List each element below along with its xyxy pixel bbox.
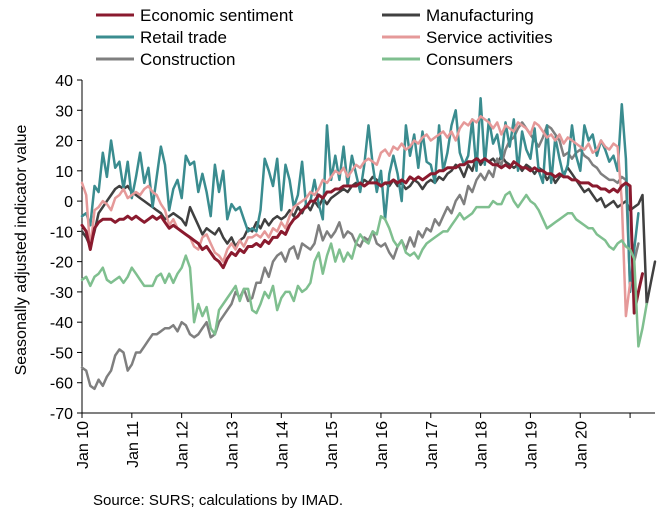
x-tick-label: Jan 13 — [224, 421, 241, 469]
x-tick-label: Jan 12 — [175, 421, 192, 469]
y-tick-label: -50 — [50, 345, 73, 362]
y-tick-label: -20 — [50, 255, 73, 272]
y-tick-label: -60 — [50, 376, 73, 393]
y-tick-label: 10 — [55, 164, 73, 181]
legend-label-construction: Construction — [140, 50, 235, 69]
source-note: Source: SURS; calculations by IMAD. — [93, 492, 344, 509]
legend: Economic sentiment Manufacturing Retail tr… — [96, 6, 553, 69]
y-tick-label: -70 — [50, 406, 73, 423]
y-tick-label: 30 — [55, 103, 73, 120]
x-tick-label: Jan 10 — [75, 421, 92, 469]
x-tick-label: Jan 16 — [374, 421, 391, 469]
x-tick-label: Jan 15 — [324, 421, 341, 469]
y-tick-label: 20 — [55, 134, 73, 151]
x-tick-label: Jan 17 — [424, 421, 441, 469]
legend-label-retail-trade: Retail trade — [140, 28, 227, 47]
x-tick-label: Jan 20 — [573, 421, 590, 469]
x-tick-label: Jan 11 — [125, 421, 142, 468]
y-tick-label: -10 — [50, 224, 73, 241]
legend-label-consumers: Consumers — [426, 50, 513, 69]
legend-label-service-activities: Service activities — [426, 28, 553, 47]
y-tick-label: 0 — [64, 194, 73, 211]
series-line-service-activities — [80, 115, 632, 318]
y-tick-label: -40 — [50, 315, 73, 332]
plot-area — [80, 96, 657, 391]
series-line-economic-sentiment — [80, 157, 644, 315]
x-tick-label: Jan 18 — [474, 421, 491, 469]
x-axis: Jan 10 Jan 11 Jan 12 Jan 13 Jan 14 Jan 15 Jan … — [75, 412, 655, 469]
x-tick-label: Jan 19 — [523, 421, 540, 469]
y-axis-label: Seasonally adjusted indicator value — [13, 124, 30, 375]
legend-label-economic-sentiment: Economic sentiment — [140, 6, 293, 25]
y-tick-label: -30 — [50, 285, 73, 302]
x-tick-label: Jan 14 — [274, 421, 291, 469]
series-line-consumers — [80, 190, 648, 348]
legend-label-manufacturing: Manufacturing — [426, 6, 534, 25]
y-tick-label: 40 — [55, 73, 73, 90]
y-axis: 40 30 20 10 0 -10 -20 -30 -40 -50 -60 -70 — [50, 73, 83, 423]
series-line-retail-trade — [80, 96, 640, 294]
